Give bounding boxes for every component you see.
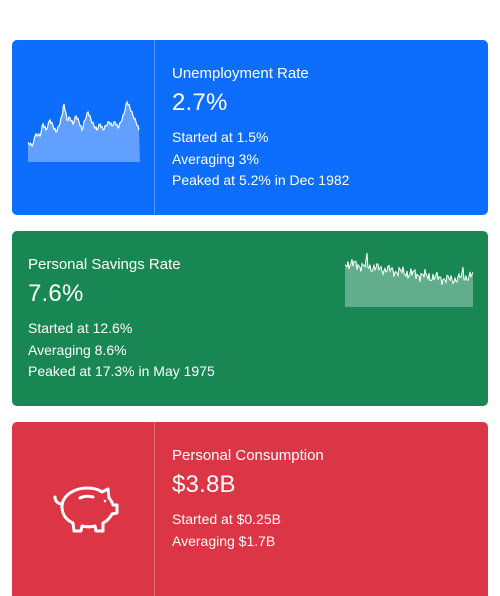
stat-started: Started at $0.25B	[172, 511, 281, 527]
piggy-bank-icon	[53, 486, 119, 533]
stat-averaging: Averaging $1.7B	[172, 532, 276, 549]
card-value: 2.7%	[172, 89, 228, 116]
card-value: $3.8B	[172, 471, 236, 498]
savings-rate-content: Personal Savings Rate 7.6% Started at 12…	[28, 256, 215, 383]
card-title: Personal Savings Rate	[28, 256, 181, 273]
stat-peaked: Peaked at 5.2% in Dec 1982	[172, 172, 350, 188]
unemployment-sparkline-area	[28, 102, 140, 162]
unemployment-sparkline-panel	[12, 40, 155, 215]
stat-started: Started at 1.5%	[172, 129, 269, 145]
card-title: Personal Consumption	[172, 447, 324, 464]
consumption-icon-panel	[12, 422, 155, 596]
card-value: 7.6%	[28, 280, 84, 307]
card-title: Unemployment Rate	[172, 65, 309, 82]
personal-consumption-card: Personal Consumption $3.8B Started at $0…	[12, 422, 488, 596]
savings-sparkline-icon	[345, 252, 473, 307]
stat-averaging: Averaging 3%	[172, 150, 259, 167]
stat-peaked: Peaked at 17.3% in May 1975	[28, 363, 215, 379]
consumption-content: Personal Consumption $3.8B Started at $0…	[172, 447, 324, 552]
unemployment-sparkline-line	[28, 100, 140, 148]
stat-averaging: Averaging 8.6%	[28, 341, 127, 358]
savings-sparkline-line	[345, 252, 473, 285]
unemployment-sparkline-icon	[28, 100, 140, 162]
personal-savings-rate-card: Personal Savings Rate 7.6% Started at 12…	[12, 231, 488, 406]
unemployment-rate-card: Unemployment Rate 2.7% Started at 1.5% A…	[12, 40, 488, 215]
unemployment-rate-content: Unemployment Rate 2.7% Started at 1.5% A…	[172, 65, 349, 192]
savings-sparkline-area	[345, 253, 473, 307]
stat-started: Started at 12.6%	[28, 320, 133, 336]
